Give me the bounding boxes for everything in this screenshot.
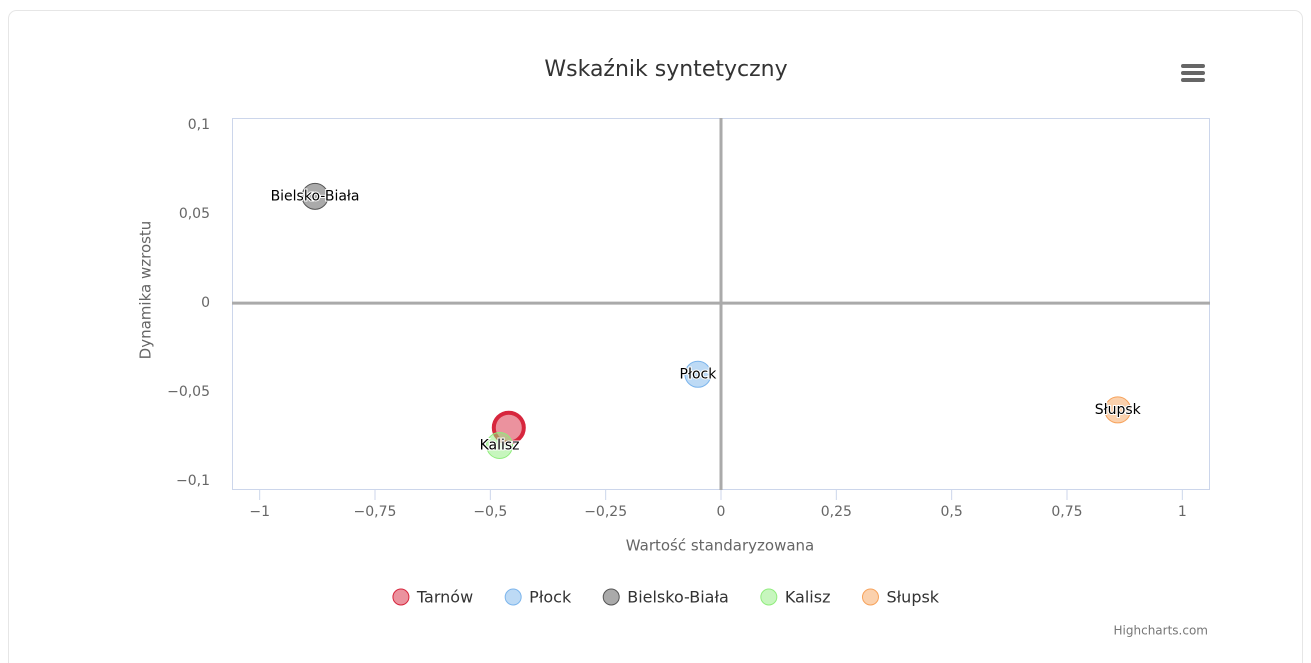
y-tick-label: −0,1 [176,473,210,489]
x-axis-title: Wartość standaryzowana [626,537,814,555]
data-label: Bielsko-Biała [271,188,360,204]
legend-item[interactable]: Płock [504,588,572,607]
legend-label: Słupsk [886,588,939,607]
legend-symbol [602,588,620,606]
credits[interactable]: Highcharts.com [1114,624,1208,638]
y-tick-label: −0,05 [167,384,210,400]
x-tick-label: 1 [1178,504,1187,520]
x-tick-label: 0,25 [821,504,852,520]
point [1104,396,1132,424]
y-axis-title: Dynamika wzrostu [137,221,155,360]
point [684,360,712,388]
legend: Tarnów Płock Bielsko-Biała Kalisz Słupsk [392,588,940,607]
legend-label: Tarnów [416,588,473,607]
legend-item[interactable]: Tarnów [392,588,473,607]
y-tick-label: 0,05 [179,206,210,222]
y-tick-label: 0 [201,295,210,311]
x-tick-label: −0,25 [584,504,627,520]
x-tick-label: 0,75 [1051,504,1082,520]
card [8,10,1303,663]
legend-item[interactable]: Słupsk [861,588,940,607]
legend-symbol [861,588,879,606]
legend-item[interactable]: Bielsko-Biała [602,588,729,607]
chart-title: Wskaźnik syntetyczny [544,57,787,82]
x-tick-label: −0,75 [354,504,397,520]
legend-label: Płock [529,588,572,607]
legend-symbol [392,588,410,606]
x-tick-label: 0,5 [941,504,963,520]
legend-symbol [760,588,778,606]
data-label: Płock [680,366,718,382]
legend-item[interactable]: Kalisz [760,588,831,607]
y-tick-label: 0,1 [188,117,210,133]
point [301,182,329,210]
data-label: Słupsk [1095,402,1142,418]
x-tick-label: −1 [249,504,270,520]
menu-button[interactable] [1181,64,1205,82]
legend-label: Kalisz [785,588,831,607]
x-tick-label: −0,5 [473,504,507,520]
x-tick-label: 0 [717,504,726,520]
legend-symbol [504,588,522,606]
data-label: Kalisz [480,438,520,454]
legend-label: Bielsko-Biała [627,588,729,607]
point [486,432,514,460]
